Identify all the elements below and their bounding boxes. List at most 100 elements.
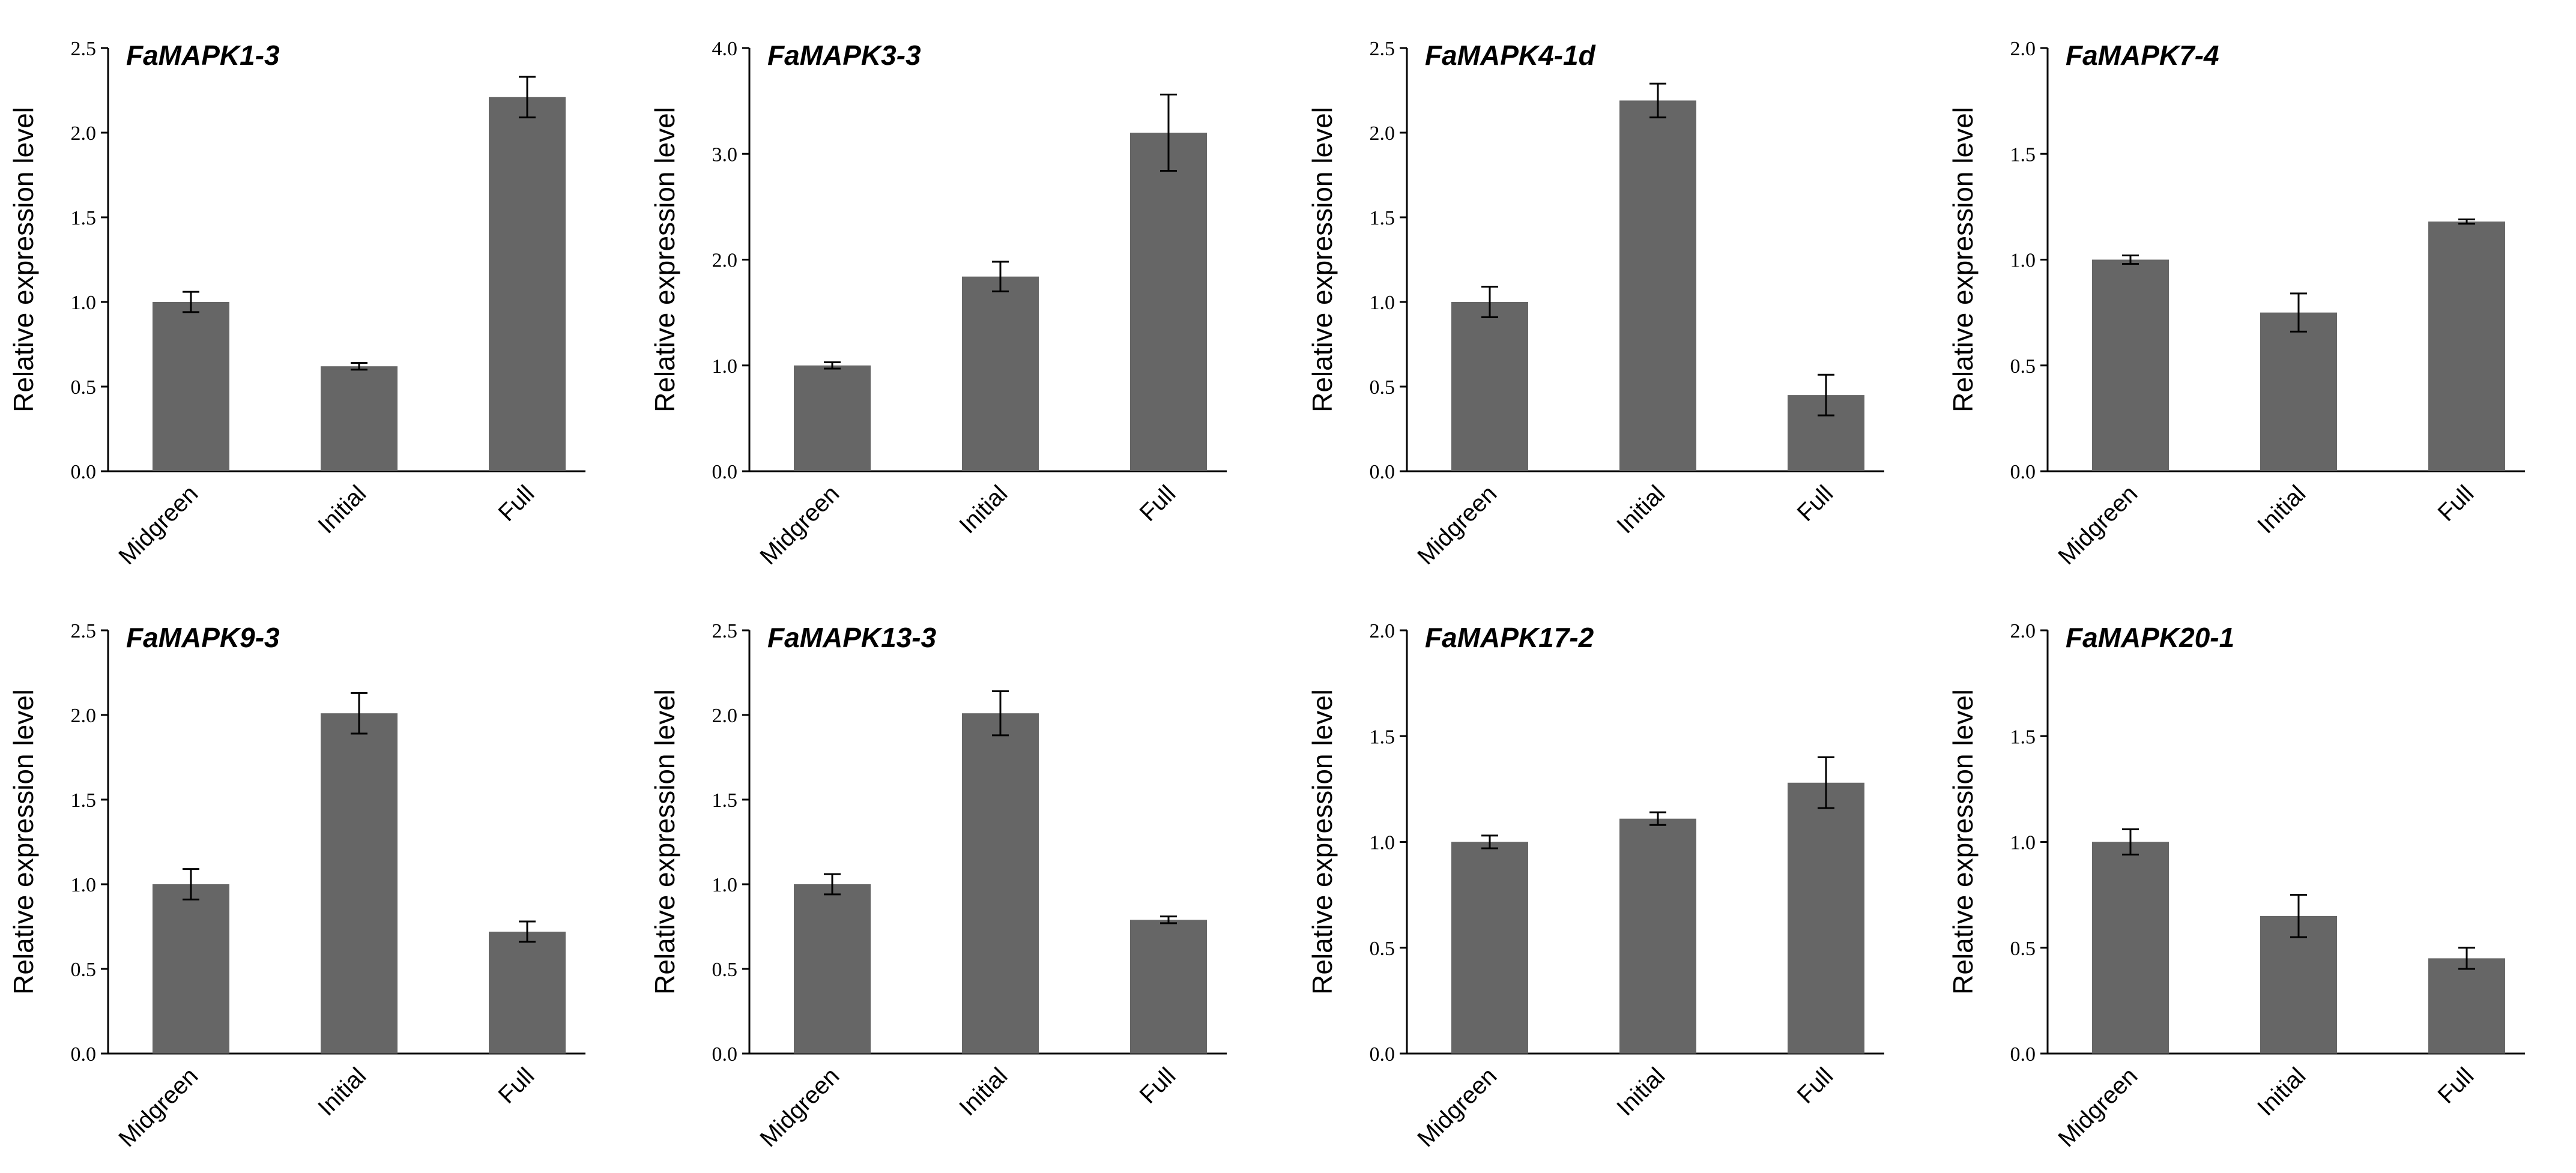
bar-midgreen [2092,259,2169,471]
bar-full [1130,920,1207,1054]
x-tick-label-full: Full [1135,1063,1181,1109]
y-tick-label: 1.5 [1370,726,1395,748]
bar-initial [321,713,398,1054]
x-tick-label-initial: Initial [954,1063,1012,1121]
y-tick-label: 2.0 [1370,122,1395,145]
x-tick-label-midgreen: Midgreen [755,1063,844,1152]
chart-panel-4: 0.0 0.5 1.0 1.5 2.0 Relative expression level… [1947,38,2525,570]
y-tick-label: 1.0 [2010,832,2036,854]
x-tick-label-initial: Initial [2252,1063,2311,1121]
chart-panel-8: 0.0 0.5 1.0 1.5 2.0 Relative expression level… [1947,620,2525,1152]
bar-initial [321,366,398,471]
x-tick-label-full: Full [1135,480,1181,526]
y-tick-label: 0.0 [1370,1043,1395,1066]
y-tick-label: 1.5 [1370,207,1395,229]
y-tick-label: 0.5 [71,376,97,399]
y-tick-label: 0.5 [2010,355,2036,378]
y-tick-label: 1.5 [71,207,97,229]
y-tick-label: 0.0 [2010,1043,2036,1066]
bar-full [1788,782,1864,1054]
chart-title: FaMAPK20-1 [2066,622,2234,653]
y-tick-label: 2.0 [712,250,738,272]
y-tick-label: 0.0 [71,461,97,483]
x-tick-label-midgreen: Midgreen [2053,480,2142,570]
x-tick-label-initial: Initial [313,1063,371,1121]
chart-panel-1: 0.0 0.5 1.0 1.5 2.0 2.5 Relative expression le… [8,38,585,570]
x-tick-label-full: Full [2433,480,2479,526]
bar-full [1130,133,1207,471]
y-axis-label: Relative expression level [8,107,39,412]
y-tick-label: 3.0 [712,143,738,166]
chart-title: FaMAPK4-1d [1425,40,1596,71]
x-tick-label-midgreen: Midgreen [113,480,203,570]
y-tick-label: 0.0 [712,1043,738,1066]
bar-midgreen [794,365,871,471]
y-tick-label: 4.0 [712,38,738,60]
x-tick-label-full: Full [494,1063,540,1109]
y-tick-label: 0.0 [2010,461,2036,483]
y-tick-label: 2.5 [1370,38,1395,60]
chart-panel-2: 0.0 1.0 2.0 3.0 4.0 Relative expression level… [649,38,1227,570]
bar-midgreen [794,884,871,1054]
y-tick-label: 0.5 [1370,938,1395,960]
chart-title: FaMAPK1-3 [126,40,280,71]
y-tick-label: 1.5 [2010,726,2036,748]
chart-title: FaMAPK7-4 [2066,40,2219,71]
bar-midgreen [153,302,229,471]
y-axis-label: Relative expression level [8,689,39,995]
y-tick-label: 0.0 [71,1043,97,1066]
y-tick-label: 1.5 [712,789,738,812]
y-tick-label: 2.0 [1370,620,1395,642]
bar-midgreen [1451,302,1528,471]
x-tick-label-initial: Initial [2252,480,2311,538]
y-tick-label: 1.0 [2010,250,2036,272]
y-axis-label: Relative expression level [1307,107,1338,412]
y-tick-label: 2.5 [71,38,97,60]
y-tick-label: 0.0 [712,461,738,483]
x-tick-label-midgreen: Midgreen [1412,480,1502,570]
bar-initial [1619,100,1696,472]
x-tick-label-initial: Initial [954,480,1012,538]
chart-panel-7: 0.0 0.5 1.0 1.5 2.0 Relative expression level… [1307,620,1884,1152]
x-tick-label-initial: Initial [1612,1063,1670,1121]
chart-panel-5: 0.0 0.5 1.0 1.5 2.0 2.5 Relative expression le… [8,620,585,1152]
y-tick-label: 1.0 [712,874,738,896]
y-tick-label: 1.0 [71,292,97,314]
x-tick-label-midgreen: Midgreen [755,480,844,570]
x-tick-label-full: Full [494,480,540,526]
y-axis-label: Relative expression level [1947,107,1979,412]
x-tick-label-full: Full [2433,1063,2479,1109]
bar-initial [1619,818,1696,1054]
y-axis-label: Relative expression level [649,107,680,412]
x-tick-label-midgreen: Midgreen [113,1063,203,1152]
bar-midgreen [153,884,229,1054]
y-tick-label: 1.0 [1370,832,1395,854]
y-tick-label: 2.0 [2010,38,2036,60]
x-tick-label-initial: Initial [1612,480,1670,538]
bar-full [2428,958,2505,1054]
y-tick-label: 1.5 [71,789,97,812]
y-tick-label: 0.5 [2010,938,2036,960]
bar-initial [962,276,1039,471]
chart-panel-3: 0.0 0.5 1.0 1.5 2.0 2.5 Relative expression le… [1307,38,1884,570]
bar-midgreen [1451,842,1528,1054]
y-tick-label: 2.5 [712,620,738,642]
chart-panel-6: 0.0 0.5 1.0 1.5 2.0 2.5 Relative expression le… [649,620,1227,1152]
chart-title: FaMAPK13-3 [767,622,937,653]
chart-title: FaMAPK17-2 [1425,622,1594,653]
y-tick-label: 0.0 [1370,461,1395,483]
bar-full [489,97,566,471]
y-axis-label: Relative expression level [1947,689,1979,995]
y-tick-label: 1.5 [2010,143,2036,166]
bar-midgreen [2092,842,2169,1054]
y-tick-label: 2.0 [2010,620,2036,642]
bar-initial [2260,915,2337,1054]
y-tick-label: 2.0 [71,122,97,145]
bar-full [489,931,566,1054]
chart-title: FaMAPK3-3 [767,40,921,71]
y-tick-label: 2.5 [71,620,97,642]
chart-title: FaMAPK9-3 [126,622,280,653]
x-tick-label-full: Full [1792,480,1839,526]
bar-initial [2260,312,2337,471]
x-tick-label-midgreen: Midgreen [1412,1063,1502,1152]
